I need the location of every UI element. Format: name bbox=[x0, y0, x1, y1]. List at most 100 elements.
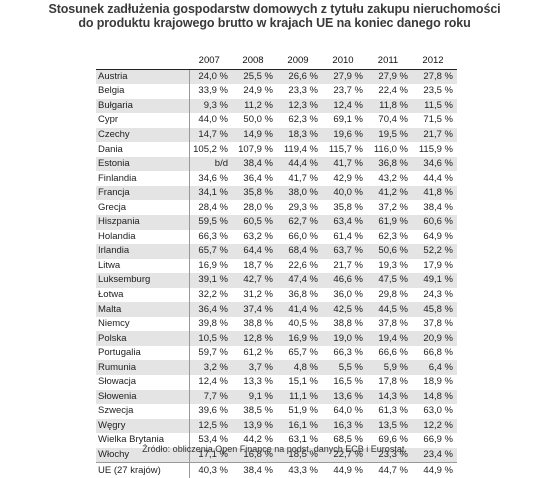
value-cell: 51,9 % bbox=[277, 404, 322, 419]
value-cell: 23,5 % bbox=[412, 84, 457, 99]
value-cell: 22,6 % bbox=[277, 258, 322, 274]
value-cell: 29,3 % bbox=[277, 200, 322, 216]
value-cell: 36,0 % bbox=[322, 287, 367, 303]
value-cell: 44,4 % bbox=[412, 171, 457, 186]
value-cell: 37,8 % bbox=[367, 316, 412, 332]
value-cell: 53,4 % bbox=[189, 433, 232, 448]
value-cell: 44,9 % bbox=[412, 462, 457, 478]
value-cell: 63,0 % bbox=[412, 404, 457, 419]
value-cell: 22,4 % bbox=[367, 84, 412, 99]
data-table-container: 2007 2008 2009 2010 2011 2012 Austria 24,… bbox=[96, 54, 457, 478]
country-cell: Austria bbox=[96, 69, 190, 85]
country-cell: Rumunia bbox=[96, 360, 190, 376]
value-cell: 63,1 % bbox=[277, 433, 322, 448]
value-cell: 24,0 % bbox=[189, 69, 232, 85]
value-cell: 60,6 % bbox=[412, 215, 457, 230]
value-cell: 59,5 % bbox=[189, 215, 232, 230]
value-cell: 9,3 % bbox=[189, 98, 232, 114]
value-cell: 39,8 % bbox=[189, 316, 232, 332]
value-cell: 38,8 % bbox=[232, 316, 277, 332]
country-cell: Finlandia bbox=[96, 171, 190, 186]
country-cell: Bułgaria bbox=[96, 98, 190, 114]
value-cell: 35,8 % bbox=[232, 185, 277, 201]
value-cell: 33,9 % bbox=[189, 84, 232, 99]
value-cell: 41,4 % bbox=[277, 302, 322, 317]
value-cell: 66,6 % bbox=[367, 345, 412, 361]
value-cell: 28,4 % bbox=[189, 200, 232, 216]
value-cell: 13,6 % bbox=[322, 389, 367, 405]
value-cell: 38,4 % bbox=[412, 200, 457, 216]
country-cell: Malta bbox=[96, 302, 190, 317]
table-row: Grecja 28,4 % 28,0 % 29,3 % 35,8 % 37,2 % 38,4… bbox=[96, 200, 457, 216]
value-cell: 23,3 % bbox=[367, 447, 412, 463]
header-year: 2007 bbox=[189, 54, 232, 70]
value-cell: 41,8 % bbox=[412, 185, 457, 201]
country-cell: Litwa bbox=[96, 258, 190, 274]
country-cell: Łotwa bbox=[96, 287, 190, 303]
header-year: 2009 bbox=[277, 54, 322, 70]
value-cell: 23,7 % bbox=[322, 84, 367, 99]
value-cell: 13,3 % bbox=[232, 375, 277, 390]
value-cell: 41,7 % bbox=[322, 156, 367, 172]
table-row: Słowenia 7,7 % 9,1 % 11,1 % 13,6 % 14,3 % 14,8… bbox=[96, 389, 457, 405]
table-row: Bułgaria 9,3 % 11,2 % 12,3 % 12,4 % 11,8 % 11,… bbox=[96, 98, 457, 114]
header-country bbox=[96, 54, 190, 70]
table-row: Finlandia 34,6 % 36,4 % 41,7 % 42,9 % 43,2 % 4… bbox=[96, 171, 457, 186]
value-cell: 50,6 % bbox=[367, 244, 412, 259]
value-cell: 68,4 % bbox=[277, 244, 322, 259]
value-cell: 71,5 % bbox=[412, 113, 457, 128]
value-cell: 39,6 % bbox=[189, 404, 232, 419]
value-cell: 32,2 % bbox=[189, 287, 232, 303]
table-row: UE (27 krajów) 40,3 % 38,4 % 43,3 % 44,9 % 44… bbox=[96, 462, 457, 478]
value-cell: 17,8 % bbox=[367, 375, 412, 390]
value-cell: 19,6 % bbox=[322, 127, 367, 143]
value-cell: 36,4 % bbox=[232, 171, 277, 186]
value-cell: 19,4 % bbox=[367, 331, 412, 346]
value-cell: 61,3 % bbox=[367, 404, 412, 419]
value-cell: 34,1 % bbox=[189, 185, 232, 201]
table-row: Polska 10,5 % 12,8 % 16,9 % 19,0 % 19,4 % 20,9… bbox=[96, 331, 457, 346]
value-cell: 31,2 % bbox=[232, 287, 277, 303]
value-cell: 12,4 % bbox=[189, 375, 232, 390]
value-cell: 11,8 % bbox=[367, 98, 412, 114]
value-cell: 21,7 % bbox=[412, 127, 457, 143]
title-line-1: Stosunek zadłużenia gospodarstw domowych… bbox=[48, 2, 501, 16]
country-cell: Czechy bbox=[96, 127, 190, 143]
value-cell: 25,5 % bbox=[232, 69, 277, 85]
value-cell: 3,2 % bbox=[189, 360, 232, 376]
value-cell: 61,9 % bbox=[367, 215, 412, 230]
value-cell: 5,5 % bbox=[322, 360, 367, 376]
country-cell: Wielka Brytania bbox=[96, 433, 190, 448]
value-cell: 61,4 % bbox=[322, 229, 367, 245]
country-cell: Dania bbox=[96, 142, 190, 157]
debt-to-gdp-table: 2007 2008 2009 2010 2011 2012 Austria 24,… bbox=[96, 54, 457, 478]
value-cell: 64,4 % bbox=[232, 244, 277, 259]
value-cell: 66,3 % bbox=[189, 229, 232, 245]
table-row: Dania 105,2 % 107,9 % 119,4 % 115,7 % 116,0 %… bbox=[96, 142, 457, 157]
value-cell: 42,5 % bbox=[322, 302, 367, 317]
value-cell: 47,5 % bbox=[367, 273, 412, 288]
value-cell: 50,0 % bbox=[232, 113, 277, 128]
value-cell: 40,5 % bbox=[277, 316, 322, 332]
value-cell: 14,7 % bbox=[189, 127, 232, 143]
value-cell: 16,5 % bbox=[322, 375, 367, 390]
title-line-2: do produktu krajowego brutto w krajach U… bbox=[78, 16, 471, 30]
value-cell: 36,8 % bbox=[367, 156, 412, 172]
value-cell: 70,4 % bbox=[367, 113, 412, 128]
value-cell: 44,4 % bbox=[277, 156, 322, 172]
value-cell: 16,9 % bbox=[277, 331, 322, 346]
value-cell: 34,6 % bbox=[189, 171, 232, 186]
country-cell: Słowacja bbox=[96, 375, 190, 390]
value-cell: 43,2 % bbox=[367, 171, 412, 186]
value-cell: 59,7 % bbox=[189, 345, 232, 361]
value-cell: 24,3 % bbox=[412, 287, 457, 303]
value-cell: 29,8 % bbox=[367, 287, 412, 303]
header-year: 2010 bbox=[322, 54, 367, 70]
value-cell: 66,0 % bbox=[277, 229, 322, 245]
value-cell: 16,3 % bbox=[322, 418, 367, 434]
value-cell: 61,2 % bbox=[232, 345, 277, 361]
value-cell: 18,5 % bbox=[277, 447, 322, 463]
value-cell: 21,7 % bbox=[322, 258, 367, 274]
country-cell: Szwecja bbox=[96, 404, 190, 419]
value-cell: 44,9 % bbox=[322, 462, 367, 478]
